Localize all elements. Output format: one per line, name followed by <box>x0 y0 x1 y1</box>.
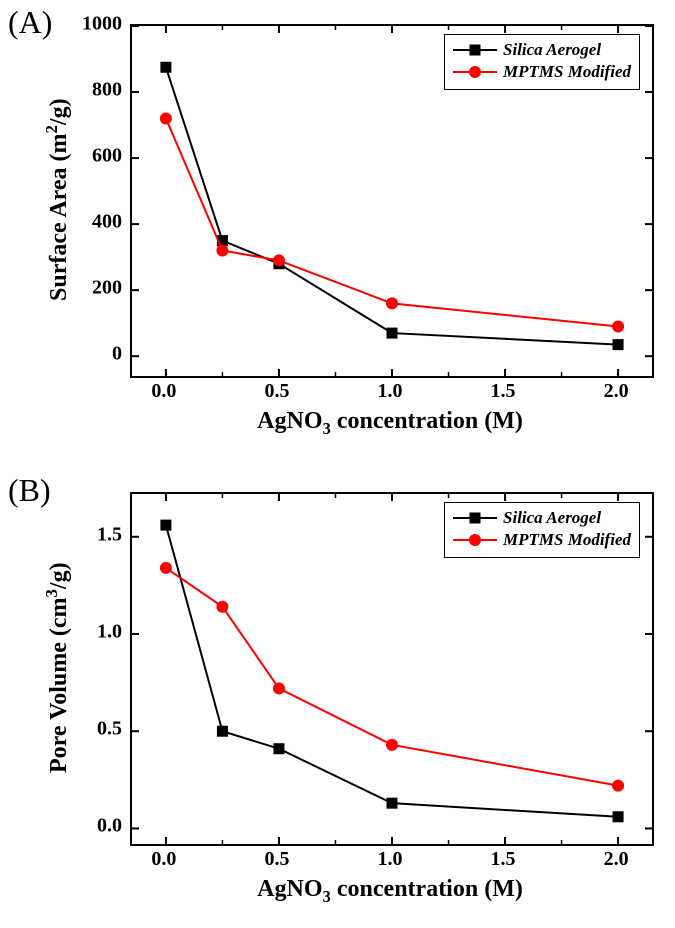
panel-b-label: (B) <box>8 472 51 509</box>
panel-b-legend: Silica AerogelMPTMS Modified <box>444 502 640 558</box>
x-tick-label: 1.5 <box>491 848 516 871</box>
legend-swatch <box>453 530 497 550</box>
legend-label: MPTMS Modified <box>497 530 631 550</box>
square-marker-icon <box>470 45 481 56</box>
x-tick-label: 2.0 <box>604 848 629 871</box>
panel-a-label: (A) <box>8 4 52 41</box>
panel-b-xlabel: AgNO3 concentration (M) <box>257 876 523 907</box>
legend-swatch <box>453 62 497 82</box>
legend-swatch <box>453 40 497 60</box>
legend-swatch <box>453 508 497 528</box>
legend-label: Silica Aerogel <box>497 508 601 528</box>
legend-entry: MPTMS Modified <box>453 61 631 83</box>
x-tick-label: 1.0 <box>378 848 403 871</box>
y-tick-label: 1000 <box>82 13 122 36</box>
panel-a-xlabel: AgNO3 concentration (M) <box>257 408 523 439</box>
x-tick-label: 0.0 <box>151 848 176 871</box>
panel-a-ylabel: Surface Area (m2/g) <box>42 98 73 301</box>
legend-entry: Silica Aerogel <box>453 39 631 61</box>
legend-label: MPTMS Modified <box>497 62 631 82</box>
circle-marker-icon <box>469 66 481 78</box>
y-tick-label: 0 <box>112 343 122 366</box>
y-tick-label: 400 <box>92 211 122 234</box>
x-tick-label: 0.5 <box>264 380 289 403</box>
panel-b: (B) Pore Volume (cm3/g) AgNO3 concentrat… <box>0 468 675 928</box>
panel-a: (A) Surface Area (m2/g) AgNO3 concentrat… <box>0 0 675 460</box>
y-tick-label: 600 <box>92 145 122 168</box>
panel-b-ylabel: Pore Volume (cm3/g) <box>42 562 73 773</box>
x-tick-label: 0.0 <box>151 380 176 403</box>
y-tick-label: 0.0 <box>97 815 122 838</box>
x-tick-label: 1.0 <box>378 380 403 403</box>
y-tick-label: 1.0 <box>97 621 122 644</box>
legend-entry: Silica Aerogel <box>453 507 631 529</box>
legend-entry: MPTMS Modified <box>453 529 631 551</box>
x-tick-label: 1.5 <box>491 380 516 403</box>
x-tick-label: 0.5 <box>264 848 289 871</box>
y-tick-label: 0.5 <box>97 718 122 741</box>
circle-marker-icon <box>469 534 481 546</box>
y-tick-label: 800 <box>92 79 122 102</box>
legend-label: Silica Aerogel <box>497 40 601 60</box>
x-tick-label: 2.0 <box>604 380 629 403</box>
square-marker-icon <box>470 513 481 524</box>
y-tick-label: 200 <box>92 277 122 300</box>
y-tick-label: 1.5 <box>97 523 122 546</box>
panel-a-legend: Silica AerogelMPTMS Modified <box>444 34 640 90</box>
